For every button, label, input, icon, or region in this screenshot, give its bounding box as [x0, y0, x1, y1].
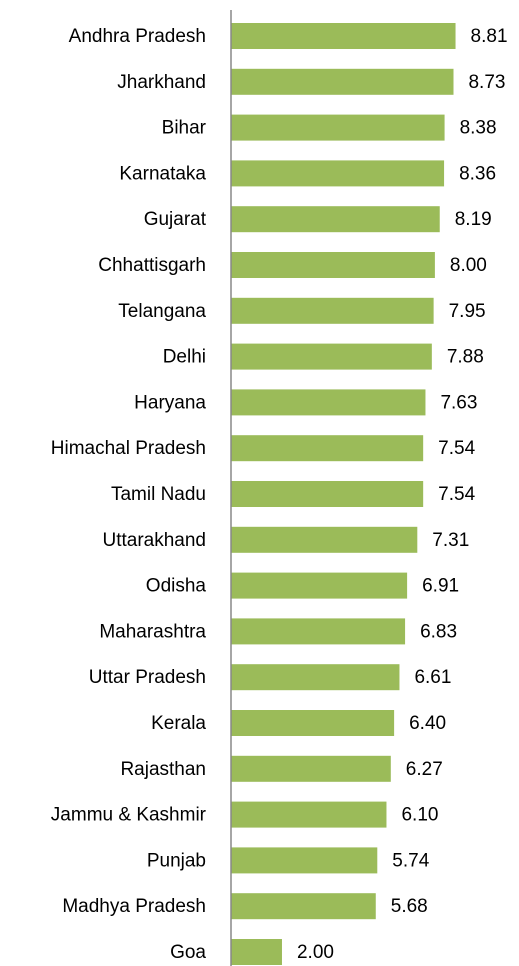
bar: [231, 618, 406, 645]
value-label: 7.54: [438, 438, 475, 459]
category-label: Telangana: [118, 301, 206, 322]
value-label: 8.19: [455, 209, 492, 230]
bar: [231, 68, 454, 95]
category-label: Andhra Pradesh: [69, 26, 206, 47]
value-label: 7.88: [447, 347, 484, 368]
bar: [231, 847, 378, 874]
category-label: Himachal Pradesh: [51, 438, 206, 459]
category-label: Jharkhand: [117, 72, 206, 93]
bar: [231, 710, 395, 736]
value-label: 6.40: [409, 713, 446, 734]
bar: [231, 297, 434, 324]
category-label: Rajasthan: [120, 759, 206, 780]
value-label: 7.54: [438, 484, 475, 505]
value-label: 8.38: [460, 118, 497, 139]
bar: [231, 389, 426, 416]
category-label: Maharashtra: [99, 621, 206, 642]
value-label: 6.61: [414, 667, 451, 688]
bar: [231, 526, 418, 553]
value-label: 6.91: [422, 576, 459, 597]
category-label: Karnataka: [119, 163, 206, 184]
bar: [231, 939, 282, 965]
category-label: Gujarat: [144, 209, 207, 230]
value-label: 6.10: [401, 805, 438, 826]
bar: [231, 343, 432, 370]
category-label: Madhya Pradesh: [62, 896, 206, 917]
bar: [231, 893, 376, 920]
bar: [231, 801, 387, 828]
category-label: Chhattisgarh: [98, 255, 206, 276]
category-label: Kerala: [151, 713, 206, 734]
bar: [231, 481, 424, 507]
bar: [231, 160, 445, 187]
value-label: 6.27: [406, 759, 443, 780]
value-label: 2.00: [297, 942, 334, 963]
bar: [231, 252, 435, 278]
value-label: 5.68: [391, 896, 428, 917]
category-label: Tamil Nadu: [111, 484, 206, 505]
category-label: Uttar Pradesh: [89, 667, 206, 688]
category-label: Punjab: [147, 850, 206, 871]
category-label: Haryana: [134, 392, 206, 413]
bar: [231, 755, 391, 782]
value-label: 8.81: [471, 26, 508, 47]
bar: [231, 206, 440, 233]
value-label: 8.73: [468, 72, 505, 93]
value-label: 8.00: [450, 255, 487, 276]
value-label: 7.95: [449, 301, 486, 322]
bar: [231, 23, 456, 49]
category-label: Bihar: [162, 118, 207, 139]
value-label: 6.83: [420, 621, 457, 642]
value-label: 7.31: [432, 530, 469, 551]
category-label: Delhi: [163, 347, 206, 368]
category-label: Uttarakhand: [102, 530, 206, 551]
bar: [231, 114, 445, 141]
bar: [231, 435, 424, 462]
category-label: Goa: [170, 942, 206, 963]
category-label: Jammu & Kashmir: [51, 805, 207, 826]
category-label: Odisha: [146, 576, 207, 597]
value-label: 8.36: [459, 163, 496, 184]
value-label: 5.74: [392, 850, 429, 871]
bar: [231, 664, 400, 691]
bar: [231, 572, 408, 599]
value-label: 7.63: [440, 392, 477, 413]
